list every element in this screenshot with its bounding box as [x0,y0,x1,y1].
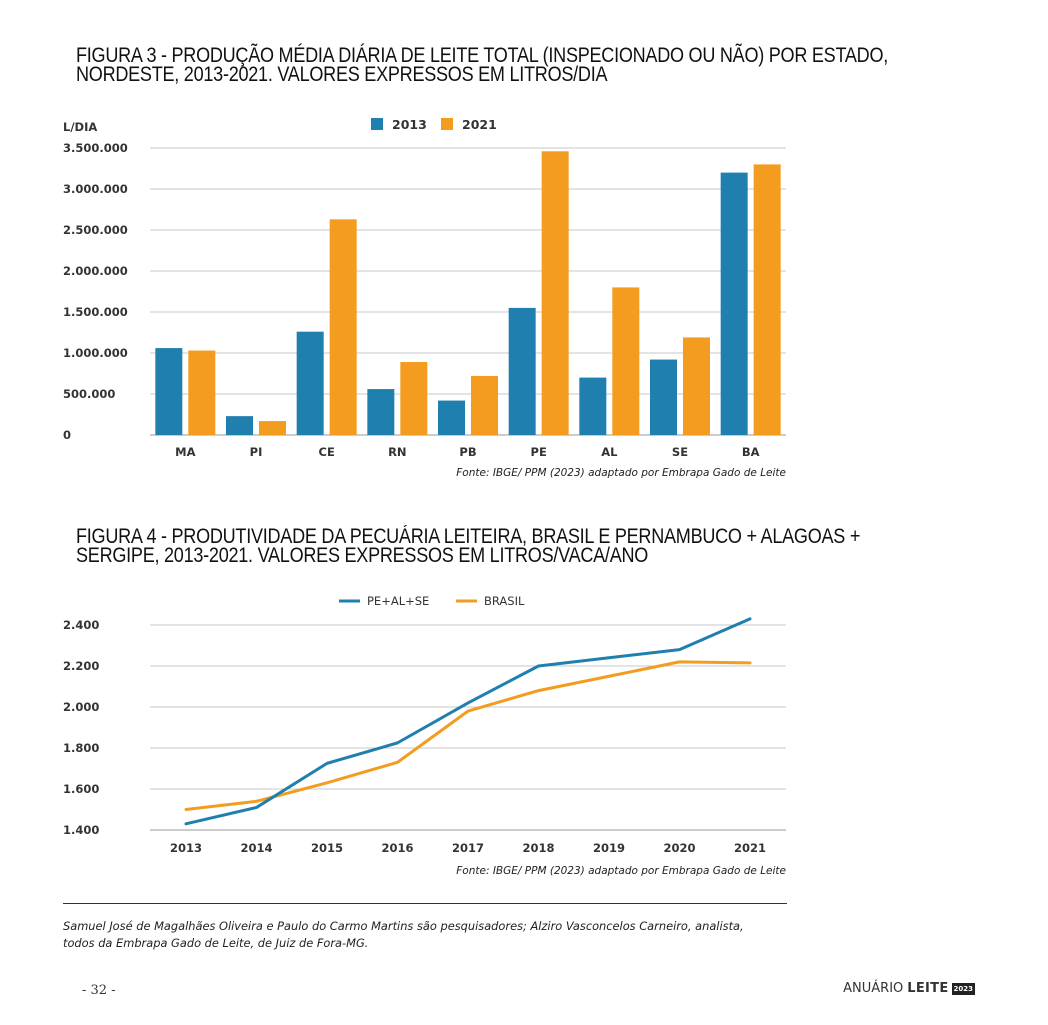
bar-2013-PB [438,400,465,435]
authors-line1: Samuel José de Magalhães Oliveira e Paul… [63,919,744,933]
page-number: - 32 - [82,983,116,998]
y-axis-label: L/DIA [63,120,97,134]
figure-3-title: FIGURA 3 - PRODUÇÃO MÉDIA DIÁRIA DE LEIT… [76,44,889,86]
series-line-PE+AL+SE [184,617,752,826]
brand-prefix: ANUÁRIO [843,981,904,996]
series-line-BRASIL [184,660,752,811]
y-tick-label: 1.600 [63,782,99,796]
y-tick-label: 0 [63,428,71,442]
figure-4-title-line2: SERGIPE, 2013-2021. VALORES EXPRESSOS EM… [76,544,649,567]
x-tick-label: MA [175,445,195,459]
bar-2013-MA [155,348,183,435]
legend-label: 2021 [462,117,497,132]
x-tick-label: CE [319,445,335,459]
x-tick-label: PB [459,445,476,459]
y-tick-label: 1.000.000 [63,346,128,360]
y-tick-label: 1.500.000 [63,305,128,319]
legend-swatch-2013 [371,118,383,130]
y-tick-label: 2.400 [63,618,99,632]
legend-swatch-2021 [441,118,453,130]
figure-3-title-line2: NORDESTE, 2013-2021. VALORES EXPRESSOS E… [76,63,608,86]
authors-note: Samuel José de Magalhães Oliveira e Paul… [63,918,823,952]
x-tick-label: 2013 [170,841,202,855]
x-tick-label: PE [531,445,547,459]
brand-logo: ANUÁRIO LEITE 2023 [843,981,975,996]
y-tick-label: 2.200 [63,659,99,673]
x-tick-label: 2014 [240,841,272,855]
bar-2021-SE [683,337,710,435]
y-tick-label: 3.000.000 [63,182,128,196]
x-tick-label: BA [742,445,760,459]
y-tick-label: 2.000 [63,700,99,714]
brand-name: LEITE [907,981,949,996]
x-tick-label: 2020 [663,841,695,855]
x-tick-label: SE [672,445,688,459]
x-tick-label: 2016 [381,841,413,855]
figure-4-title: FIGURA 4 - PRODUTIVIDADE DA PECUÁRIA LEI… [76,525,861,567]
figure-4-title-line1: FIGURA 4 - PRODUTIVIDADE DA PECUÁRIA LEI… [76,525,861,548]
figure-3-title-line1: FIGURA 3 - PRODUÇÃO MÉDIA DIÁRIA DE LEIT… [76,44,889,67]
bar-2013-AL [579,377,607,435]
y-tick-label: 1.800 [63,741,99,755]
x-tick-label: 2019 [593,841,625,855]
bar-2013-BA [720,172,748,435]
x-tick-label: 2018 [522,841,554,855]
y-tick-label: 3.500.000 [63,141,128,155]
y-tick-label: 2.000.000 [63,264,128,278]
x-tick-label: RN [388,445,406,459]
footer-divider [63,903,787,904]
x-tick-label: 2021 [734,841,766,855]
bar-2021-BA [753,164,781,435]
y-tick-label: 2.500.000 [63,223,128,237]
bar-2021-MA [188,350,216,435]
authors-line2: todos da Embrapa Gado de Leite, de Juiz … [63,936,369,950]
x-tick-label: AL [601,445,618,459]
bar-2021-RN [400,362,428,435]
x-tick-label: 2015 [311,841,343,855]
legend-label: 2013 [392,117,427,132]
y-tick-label: 1.400 [63,823,99,837]
bar-2021-PB [471,375,498,435]
x-tick-label: PI [250,445,263,459]
legend-label: BRASIL [484,594,525,608]
bar-2013-CE [296,331,324,435]
brand-year: 2023 [951,982,975,995]
bar-2013-PE [508,307,536,435]
x-tick-label: 2017 [452,841,484,855]
bar-2021-PE [541,151,569,435]
figure-4-source: Fonte: IBGE/ PPM (2023) adaptado por Emb… [456,865,786,877]
bar-2021-CE [329,219,357,435]
bar-2013-PI [226,416,253,435]
y-tick-label: 500.000 [63,387,115,401]
bar-2021-PI [259,421,286,435]
figure-3-source: Fonte: IBGE/ PPM (2023) adaptado por Emb… [456,467,786,479]
bar-2013-RN [367,389,395,435]
legend-label: PE+AL+SE [367,594,429,608]
bar-2013-SE [650,359,677,435]
bar-2021-AL [612,287,640,435]
